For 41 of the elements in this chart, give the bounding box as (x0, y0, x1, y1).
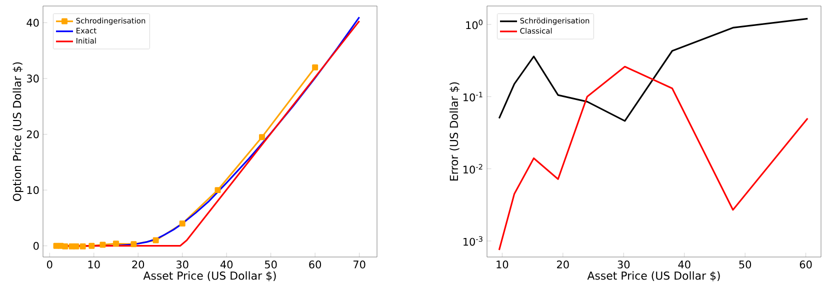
x-axis-title: Asset Price (US Dollar $) (587, 271, 720, 282)
point (80, 243, 86, 250)
x-tick-label: 20 (557, 260, 569, 268)
point (152, 237, 159, 244)
x-tick-label: 50 (739, 260, 752, 268)
point (62, 243, 68, 250)
y-tick-label: 20 (26, 130, 39, 138)
y-tick-label: 10$^{-2}$ (464, 164, 482, 174)
x-tick-label: 10 (88, 260, 100, 268)
y-tick-label: 30 (26, 74, 39, 82)
x-tick-label: 40 (678, 260, 690, 268)
y-tick-label: 10$^{-1}$ (464, 92, 482, 102)
x-axis-title: Asset Price (US Dollar $) (143, 271, 276, 282)
x-tick-label: 50 (264, 260, 277, 268)
x-tick-label: 60 (309, 260, 322, 268)
y-tick-label: 10$^{0}$ (466, 20, 482, 30)
point (88, 242, 95, 249)
point (258, 134, 265, 140)
point (130, 241, 137, 248)
x-tick-label: 70 (354, 260, 366, 268)
line-series (498, 18, 808, 122)
y-tick-label: 40 (26, 18, 39, 27)
y-tick-label: 10$^{-3}$ (464, 236, 482, 246)
point (100, 242, 106, 248)
x-tick-label: 20 (132, 260, 144, 268)
y-axis-title: Error (US Dollar $) (450, 82, 460, 180)
line-series (498, 66, 808, 251)
point (179, 220, 186, 227)
x-tick-label: 30 (176, 260, 188, 268)
x-tick-label: 60 (800, 260, 812, 268)
point (312, 64, 318, 70)
y-tick-label: 0 (34, 242, 39, 250)
y-axis-title: Option Price (US Dollar $) (12, 62, 24, 201)
x-tick-label: 40 (220, 260, 233, 268)
point (113, 240, 119, 247)
x-tick-label: 10 (496, 260, 508, 268)
point (214, 187, 221, 194)
y-tick-label: 10 (27, 186, 39, 194)
x-tick-label: 0 (46, 260, 52, 268)
point (73, 243, 80, 250)
x-tick-label: 30 (618, 260, 630, 268)
